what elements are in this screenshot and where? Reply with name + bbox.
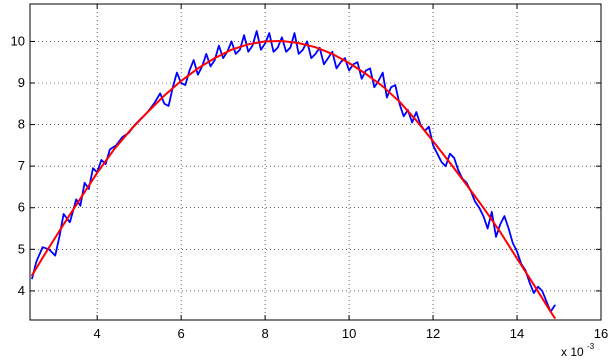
- x-scale-base: x 10: [561, 345, 584, 359]
- grid: [30, 4, 601, 320]
- x-tick-label: 12: [426, 326, 440, 341]
- x-tick-label: 4: [94, 326, 101, 341]
- y-tick-label: 4: [18, 283, 25, 298]
- x-tick-label: 6: [178, 326, 185, 341]
- x-tick-label: 10: [342, 326, 356, 341]
- plot-frame: [29, 3, 602, 321]
- tick-labels: 4 6 8 10 12 14 16 4 5 6 7 8 9 10: [11, 33, 609, 341]
- ticks: [30, 4, 602, 320]
- x-scale-exponent: -3: [587, 342, 595, 351]
- fit-series-line: [31, 40, 556, 319]
- y-tick-label: 6: [18, 200, 25, 215]
- y-tick-label: 7: [18, 158, 25, 173]
- plot-background: [30, 4, 601, 320]
- y-tick-label: 9: [18, 75, 25, 90]
- x-tick-label: 8: [262, 326, 269, 341]
- y-tick-label: 8: [18, 117, 25, 132]
- y-tick-label: 10: [11, 33, 25, 48]
- x-tick-label: 16: [594, 326, 608, 341]
- x-tick-label: 14: [510, 326, 524, 341]
- x-scale-note: x 10 -3: [561, 342, 595, 359]
- series-group: [31, 30, 556, 319]
- y-tick-label: 5: [18, 241, 25, 256]
